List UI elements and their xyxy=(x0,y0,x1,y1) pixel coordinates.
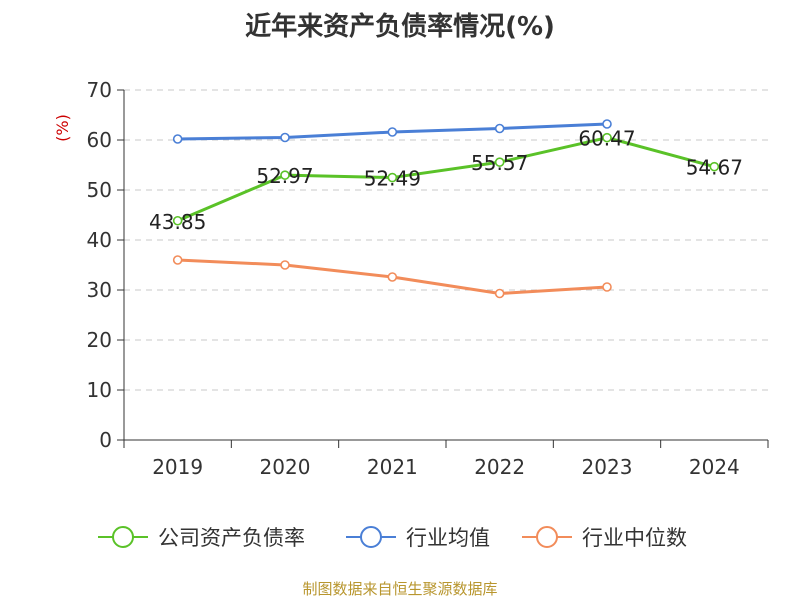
chart-title: 近年来资产负债率情况(%) xyxy=(245,12,555,42)
legend-item: 行业中位数 xyxy=(522,526,687,550)
series-line-0 xyxy=(177,136,715,223)
legend-item: 行业均值 xyxy=(346,526,490,550)
series-lines xyxy=(172,119,720,299)
legend-label: 公司资产负债率 xyxy=(158,526,305,550)
y-tick-label: 30 xyxy=(87,278,112,302)
x-tick-label: 2022 xyxy=(474,455,525,479)
data-point xyxy=(172,215,183,226)
x-tick-label: 2021 xyxy=(367,455,418,479)
data-point xyxy=(709,161,720,172)
data-point xyxy=(172,134,183,144)
data-point xyxy=(387,172,398,183)
x-tick-label: 2019 xyxy=(152,455,203,479)
data-label: 54.67 xyxy=(686,156,743,180)
data-point xyxy=(280,260,290,270)
grid-lines xyxy=(124,89,768,391)
data-point xyxy=(280,170,290,180)
legend-marker xyxy=(536,526,558,548)
y-tick-label: 70 xyxy=(87,78,112,102)
legend-label: 行业中位数 xyxy=(582,526,687,550)
y-axis-label: (%) xyxy=(53,114,72,142)
data-labels: 43.85 52.97 52.49 55.57 60.47 54.67 xyxy=(149,127,743,234)
data-point xyxy=(172,255,183,265)
axes: 0 10 20 30 40 50 60 70 2019 2020 2021 2022 2023 2024 (… xyxy=(53,78,769,479)
legend-marker xyxy=(360,526,382,548)
data-point xyxy=(494,288,505,299)
x-tick-label: 2024 xyxy=(689,455,740,479)
data-point xyxy=(387,272,398,282)
source-note: 制图数据来自恒生聚源数据库 xyxy=(302,580,498,598)
data-label: 52.49 xyxy=(364,167,421,191)
y-tick-label: 50 xyxy=(87,178,112,202)
data-label: 55.57 xyxy=(471,151,528,175)
y-tick-label: 10 xyxy=(87,378,112,402)
legend-item: 公司资产负债率 xyxy=(98,526,305,550)
x-tick-label: 2023 xyxy=(582,455,633,479)
legend-marker xyxy=(112,526,134,548)
y-tick-label: 0 xyxy=(99,428,112,452)
y-tick-label: 20 xyxy=(87,328,112,352)
data-point xyxy=(602,132,612,143)
legend-label: 行业均值 xyxy=(406,526,490,550)
data-point xyxy=(494,157,505,167)
data-label: 43.85 xyxy=(149,210,206,234)
x-tick-label: 2020 xyxy=(260,455,311,479)
data-label: 52.97 xyxy=(256,164,313,188)
y-tick-label: 60 xyxy=(87,128,112,152)
data-point xyxy=(602,119,612,129)
data-point xyxy=(280,132,290,143)
data-point xyxy=(494,123,505,134)
legend: 公司资产负债率 行业均值 行业中位数 xyxy=(98,526,687,550)
data-point xyxy=(602,282,612,292)
y-tick-label: 40 xyxy=(87,228,112,252)
data-point xyxy=(387,127,398,137)
data-label: 60.47 xyxy=(578,127,635,151)
